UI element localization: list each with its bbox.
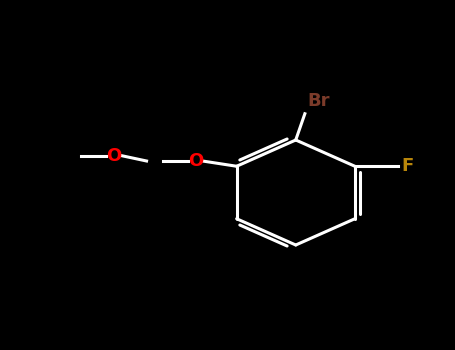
- Text: Br: Br: [307, 92, 330, 111]
- Text: O: O: [188, 152, 203, 170]
- Text: O: O: [106, 147, 121, 165]
- Text: F: F: [401, 157, 413, 175]
